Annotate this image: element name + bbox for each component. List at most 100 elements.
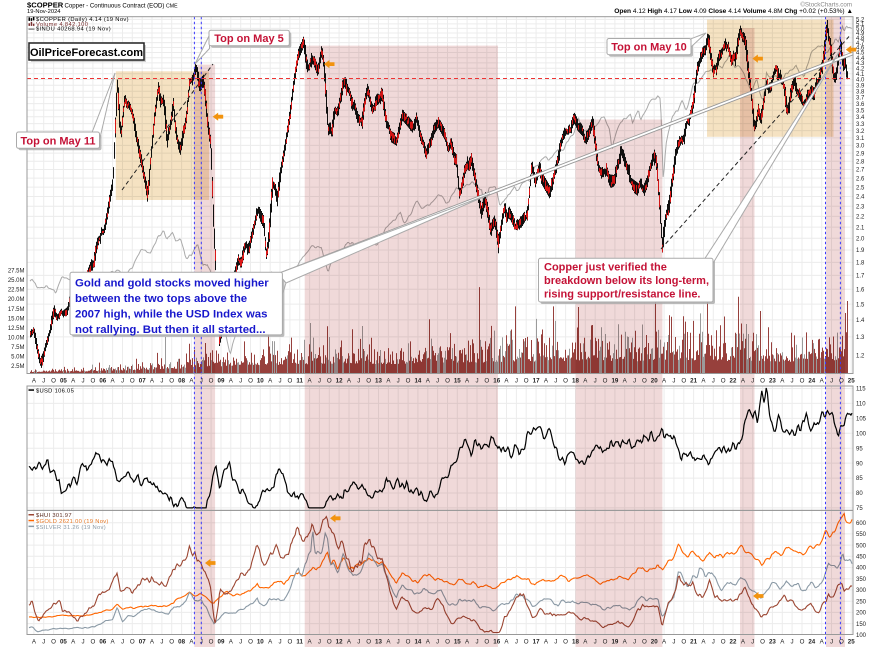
svg-text:A: A <box>544 639 549 646</box>
svg-text:O: O <box>642 378 647 385</box>
svg-text:20: 20 <box>651 639 658 646</box>
svg-text:2.4: 2.4 <box>856 195 865 201</box>
svg-text:A: A <box>504 639 509 646</box>
svg-text:2.5: 2.5 <box>856 185 865 191</box>
svg-text:Gold and gold stocks moved hig: Gold and gold stocks moved higher <box>75 278 269 290</box>
svg-text:J: J <box>42 639 45 646</box>
svg-text:J: J <box>751 378 754 385</box>
svg-text:20.0M: 20.0M <box>8 297 25 303</box>
svg-text:05: 05 <box>60 378 67 385</box>
svg-text:O: O <box>563 378 568 385</box>
svg-text:J: J <box>318 639 321 646</box>
svg-text:A: A <box>229 378 234 385</box>
svg-text:17: 17 <box>533 378 540 385</box>
svg-text:2.3: 2.3 <box>856 204 865 210</box>
svg-text:19: 19 <box>611 639 618 646</box>
svg-text:A: A <box>426 639 431 646</box>
svg-text:J: J <box>830 639 833 646</box>
svg-text:O: O <box>169 639 174 646</box>
svg-text:22: 22 <box>730 639 737 646</box>
svg-text:A: A <box>544 378 549 385</box>
svg-text:J: J <box>160 639 163 646</box>
svg-text:J: J <box>633 378 636 385</box>
svg-text:2.8: 2.8 <box>856 159 865 165</box>
svg-text:A: A <box>465 378 470 385</box>
svg-text:07: 07 <box>139 378 146 385</box>
svg-text:A: A <box>111 378 116 385</box>
svg-text:4.7: 4.7 <box>856 41 865 47</box>
svg-text:22.5M: 22.5M <box>8 288 25 294</box>
svg-text:Top on May 5: Top on May 5 <box>214 33 283 45</box>
svg-text:J: J <box>42 378 45 385</box>
svg-text:O: O <box>839 378 844 385</box>
svg-text:200: 200 <box>856 611 867 617</box>
svg-text:O: O <box>51 378 56 385</box>
svg-text:19-Nov-2024: 19-Nov-2024 <box>27 9 61 15</box>
svg-text:80: 80 <box>856 491 863 497</box>
svg-text:25: 25 <box>848 639 855 646</box>
svg-text:2007 high, while the USD Index: 2007 high, while the USD Index was <box>75 309 267 321</box>
svg-text:A: A <box>426 378 431 385</box>
svg-text:CME: CME <box>166 3 178 9</box>
svg-text:J: J <box>436 378 439 385</box>
svg-text:O: O <box>524 639 529 646</box>
svg-text:J: J <box>397 378 400 385</box>
svg-text:O: O <box>90 378 95 385</box>
svg-text:J: J <box>82 378 85 385</box>
svg-text:16: 16 <box>493 639 500 646</box>
svg-text:O: O <box>603 378 608 385</box>
svg-text:J: J <box>475 378 478 385</box>
svg-text:A: A <box>229 639 234 646</box>
svg-text:A: A <box>347 378 352 385</box>
svg-text:$SILVER 31.26 (19 Nov): $SILVER 31.26 (19 Nov) <box>36 525 106 531</box>
svg-text:4.3: 4.3 <box>856 61 865 67</box>
svg-text:$COPPER: $COPPER <box>27 0 64 9</box>
svg-text:3.3: 3.3 <box>856 122 865 128</box>
svg-text:Top on May 10: Top on May 10 <box>611 42 687 54</box>
svg-text:100: 100 <box>856 432 867 438</box>
svg-text:O: O <box>406 378 411 385</box>
svg-text:18: 18 <box>572 639 579 646</box>
svg-text:A: A <box>347 639 352 646</box>
svg-text:A: A <box>308 378 313 385</box>
svg-text:1.4: 1.4 <box>856 318 865 324</box>
svg-text:1.5: 1.5 <box>856 302 865 308</box>
svg-text:14: 14 <box>414 639 421 646</box>
svg-text:25: 25 <box>848 378 855 385</box>
svg-text:J: J <box>633 639 636 646</box>
svg-text:O: O <box>248 639 253 646</box>
svg-text:90: 90 <box>856 461 863 467</box>
svg-text:2.0: 2.0 <box>856 236 865 242</box>
svg-text:A: A <box>741 639 746 646</box>
svg-text:O: O <box>406 639 411 646</box>
svg-text:A: A <box>386 378 391 385</box>
svg-text:24: 24 <box>808 639 815 646</box>
svg-text:not rallying. But then it all: not rallying. But then it all started... <box>75 324 266 336</box>
svg-text:O: O <box>327 639 332 646</box>
svg-text:4.5: 4.5 <box>856 51 865 57</box>
svg-text:O: O <box>327 378 332 385</box>
svg-text:250: 250 <box>856 599 867 605</box>
svg-text:3.1: 3.1 <box>856 136 865 142</box>
svg-text:J: J <box>554 639 557 646</box>
svg-text:22: 22 <box>730 378 737 385</box>
svg-text:4.2: 4.2 <box>856 67 865 73</box>
svg-text:O: O <box>130 639 135 646</box>
svg-text:1.8: 1.8 <box>856 261 865 267</box>
svg-text:J: J <box>318 378 321 385</box>
svg-text:14: 14 <box>414 378 421 385</box>
svg-text:A: A <box>820 378 825 385</box>
svg-text:$INDU 40268.94 (19 Nov): $INDU 40268.94 (19 Nov) <box>36 27 111 33</box>
svg-text:©StockCharts.com: ©StockCharts.com <box>800 1 852 8</box>
svg-text:J: J <box>594 378 597 385</box>
svg-text:1.9: 1.9 <box>856 248 865 254</box>
svg-text:150: 150 <box>856 622 867 628</box>
svg-text:O: O <box>839 639 844 646</box>
svg-text:06: 06 <box>99 378 106 385</box>
svg-text:2.9: 2.9 <box>856 151 865 157</box>
svg-text:A: A <box>308 639 313 646</box>
svg-text:A: A <box>71 378 76 385</box>
svg-text:O: O <box>445 639 450 646</box>
svg-text:J: J <box>515 378 518 385</box>
svg-text:O: O <box>484 639 489 646</box>
